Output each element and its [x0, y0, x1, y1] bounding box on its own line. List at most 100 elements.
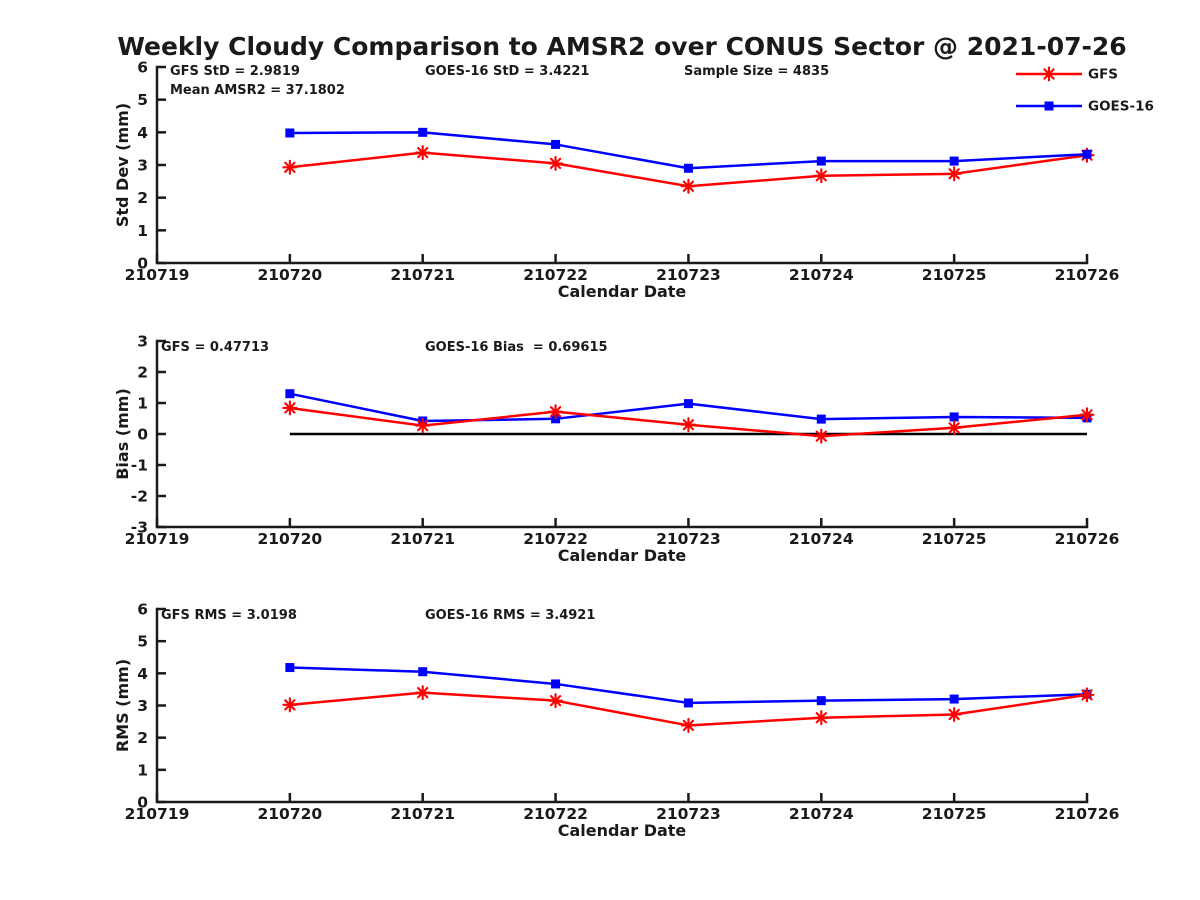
y-tick-label: 2 [137, 364, 148, 382]
x-tick-label: 210719 [125, 266, 190, 284]
bias-annotation: GOES-16 Bias = 0.69615 [425, 340, 608, 355]
legend-entry-gfs: GFS [1016, 66, 1118, 83]
y-tick-label: -1 [131, 457, 148, 475]
y-tick-label: 6 [137, 601, 148, 619]
legend-gfs-label: GFS [1088, 67, 1118, 83]
gfs-star-marker [415, 685, 431, 701]
goes-16-series [285, 663, 1092, 708]
std-dev-annotation: Sample Size = 4835 [684, 64, 829, 79]
x-tick-label: 210724 [789, 530, 854, 548]
goes-16-square-marker [816, 156, 826, 166]
std-dev-x-axis-title: Calendar Date [558, 282, 687, 301]
gfs-series [282, 400, 1095, 444]
y-tick-label: 0 [137, 255, 148, 273]
goes-16-square-marker [1082, 149, 1092, 159]
x-tick-label: 210722 [523, 266, 588, 284]
gfs-star-marker [680, 178, 696, 194]
x-tick-label: 210719 [125, 805, 190, 823]
gfs-star-marker [680, 717, 696, 733]
y-tick-label: 3 [137, 333, 148, 351]
gfs-star-marker [1079, 687, 1095, 703]
gfs-star-marker [946, 166, 962, 182]
gfs-star-marker [282, 159, 298, 175]
x-tick-label: 210721 [390, 805, 455, 823]
rms-annotation: GOES-16 RMS = 3.4921 [425, 608, 595, 623]
x-tick-label: 210725 [922, 266, 987, 284]
goes-16-square-marker [949, 694, 959, 704]
gfs-star-marker [946, 706, 962, 723]
goes-16-square-marker [418, 667, 428, 677]
legend-goes-16-label: GOES-16 [1088, 99, 1154, 115]
y-tick-label: 1 [137, 395, 148, 413]
gfs-series [282, 685, 1095, 733]
rms-annotation: GFS RMS = 3.0198 [161, 608, 297, 623]
gfs-star-marker [415, 145, 431, 161]
goes-16-square-marker [683, 399, 693, 409]
x-tick-label: 210722 [523, 530, 588, 548]
y-tick-label: 0 [137, 426, 148, 444]
legend-entry-goes-16: GOES-16 [1016, 99, 1154, 115]
x-tick-label: 210721 [390, 266, 455, 284]
x-tick-label: 210724 [789, 266, 854, 284]
y-tick-label: 3 [137, 157, 148, 175]
goes-16-series [285, 127, 1092, 173]
x-tick-label: 210720 [257, 805, 322, 823]
y-tick-label: 3 [137, 697, 148, 715]
y-tick-label: -2 [131, 488, 148, 506]
y-tick-label: 2 [137, 729, 148, 747]
gfs-star-marker [680, 417, 696, 433]
goes-16-line [289, 131, 1088, 170]
goes-16-square-marker [551, 679, 561, 689]
goes-16-square-marker [683, 163, 693, 173]
gfs-star-marker [1079, 407, 1095, 423]
y-tick-label: 1 [137, 761, 148, 779]
goes-16-square-marker [285, 663, 295, 673]
std-dev-y-axis-title: Std Dev (mm) [113, 103, 132, 227]
y-tick-label: 5 [137, 633, 148, 651]
goes-16-square-marker [816, 696, 826, 706]
goes-16-line [289, 666, 1088, 705]
bias-x-axis-title: Calendar Date [558, 546, 687, 565]
goes-16-square-marker [949, 412, 959, 422]
gfs-star-marker [282, 400, 298, 416]
gfs-star-marker [548, 155, 564, 171]
rms-panel: 0 1 2 3 4 5 6 210719 210720 210721 210722 210723 210… [113, 601, 1119, 841]
bias-panel: -3 -2 -1 0 1 2 3 210719 210720 210721 210722 210723… [113, 333, 1119, 566]
bias-annotation: GFS = 0.47713 [161, 340, 269, 355]
x-tick-label: 210723 [656, 805, 721, 823]
y-tick-label: 1 [137, 222, 148, 240]
goes-16-square-marker [551, 139, 561, 149]
goes-16-square-marker [683, 698, 693, 708]
x-tick-label: 210725 [922, 530, 987, 548]
goes-16-square-marker [949, 156, 959, 166]
x-tick-label: 210719 [125, 530, 190, 548]
y-tick-label: -3 [131, 519, 148, 537]
gfs-star-marker [813, 428, 829, 444]
chart-title: Weekly Cloudy Comparison to AMSR2 over C… [117, 32, 1126, 61]
y-tick-label: 5 [137, 91, 148, 109]
y-tick-label: 6 [137, 59, 148, 77]
bias-y-axis-title: Bias (mm) [113, 388, 132, 480]
x-tick-label: 210726 [1055, 805, 1120, 823]
rms-x-axis-title: Calendar Date [558, 821, 687, 840]
rms-y-axis-title: RMS (mm) [113, 659, 132, 752]
x-tick-label: 210723 [656, 266, 721, 284]
x-tick-label: 210724 [789, 805, 854, 823]
legend-goes-16-square-marker [1044, 101, 1054, 111]
goes-16-square-marker [285, 128, 295, 138]
y-tick-label: 4 [137, 124, 148, 142]
std-dev-annotation: Mean AMSR2 = 37.1802 [170, 83, 345, 98]
goes-16-square-marker [816, 414, 826, 424]
y-tick-label: 4 [137, 665, 148, 683]
legend-gfs-star-marker [1041, 66, 1057, 82]
x-tick-label: 210722 [523, 805, 588, 823]
y-tick-label: 0 [137, 794, 148, 812]
gfs-star-marker [813, 168, 829, 184]
goes-16-square-marker [285, 389, 295, 399]
goes-16-square-marker [418, 127, 428, 137]
gfs-star-marker [548, 404, 564, 420]
x-tick-label: 210726 [1055, 266, 1120, 284]
